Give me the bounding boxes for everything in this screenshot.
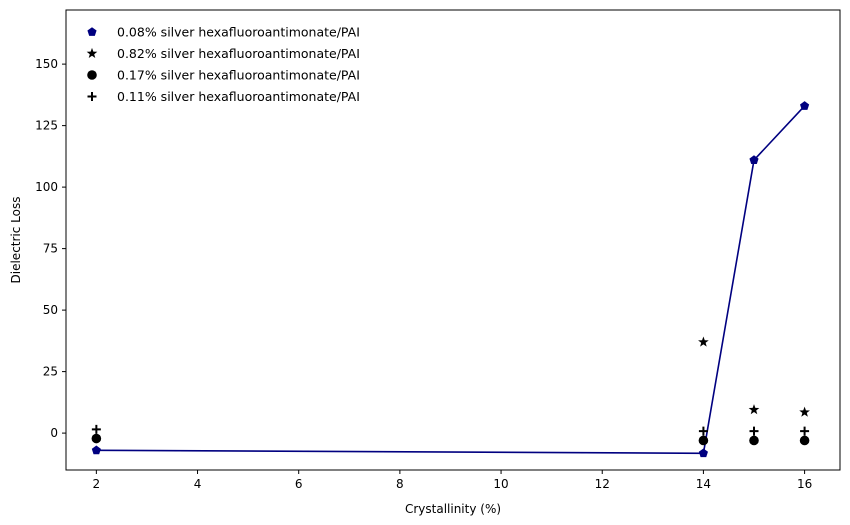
data-point: [799, 435, 810, 446]
data-point: [698, 426, 708, 436]
x-tick-label: 4: [194, 477, 202, 491]
y-tick-label: 25: [43, 365, 58, 379]
x-tick-label: 14: [696, 477, 711, 491]
data-point: [748, 404, 760, 415]
x-tick-label: 12: [595, 477, 610, 491]
legend-item: 0.08% silver hexafluoroantimonate/PAI: [87, 25, 360, 40]
y-axis-label: Dielectric Loss: [9, 197, 23, 284]
plot-content: [91, 101, 810, 458]
legend-item: 0.17% silver hexafluoroantimonate/PAI: [87, 68, 360, 83]
y-tick-label: 125: [35, 119, 58, 133]
legend-marker: [87, 27, 97, 36]
legend-label: 0.08% silver hexafluoroantimonate/PAI: [117, 25, 360, 40]
data-point: [91, 433, 102, 444]
y-axis: 0 25 50 75 100 125 150: [35, 57, 66, 440]
y-tick-label: 50: [43, 303, 58, 317]
data-point: [698, 435, 709, 446]
series-3: [91, 433, 810, 446]
data-point: [749, 155, 759, 164]
series-1: [91, 101, 810, 458]
legend-marker: [87, 70, 97, 80]
series-2: [698, 336, 810, 417]
data-point: [91, 424, 101, 434]
data-point: [800, 101, 810, 110]
y-tick-label: 0: [50, 426, 58, 440]
legend-label: 0.17% silver hexafluoroantimonate/PAI: [117, 68, 360, 83]
x-tick-label: 6: [295, 477, 303, 491]
legend-marker: [86, 47, 98, 59]
x-tick-label: 10: [493, 477, 508, 491]
legend-label: 0.82% silver hexafluoroantimonate/PAI: [117, 46, 360, 61]
x-tick-label: 16: [797, 477, 812, 491]
data-point: [799, 406, 810, 417]
legend: 0.08% silver hexafluoroantimonate/PAI 0.8…: [86, 25, 360, 104]
data-point: [749, 435, 759, 446]
series-4: [91, 424, 810, 436]
data-point: [698, 336, 709, 347]
legend-item: 0.11% silver hexafluoroantimonate/PAI: [87, 89, 360, 104]
x-tick-label: 8: [396, 477, 404, 491]
legend-item: 0.82% silver hexafluoroantimonate/PAI: [86, 46, 360, 61]
series-line: [96, 105, 806, 455]
x-axis: 2 4 6 8 10 12 14 16: [93, 470, 812, 491]
data-point: [698, 448, 708, 458]
data-point: [749, 426, 759, 436]
data-point: [800, 426, 810, 436]
legend-marker: [87, 92, 97, 101]
y-tick-label: 100: [35, 180, 58, 194]
x-tick-label: 2: [93, 477, 101, 491]
legend-label: 0.11% silver hexafluoroantimonate/PAI: [117, 89, 360, 104]
y-tick-label: 75: [43, 242, 58, 256]
data-point: [91, 445, 101, 455]
y-tick-label: 150: [35, 57, 58, 71]
x-axis-label: Crystallinity (%): [405, 502, 501, 516]
plot-frame: [65, 9, 841, 471]
